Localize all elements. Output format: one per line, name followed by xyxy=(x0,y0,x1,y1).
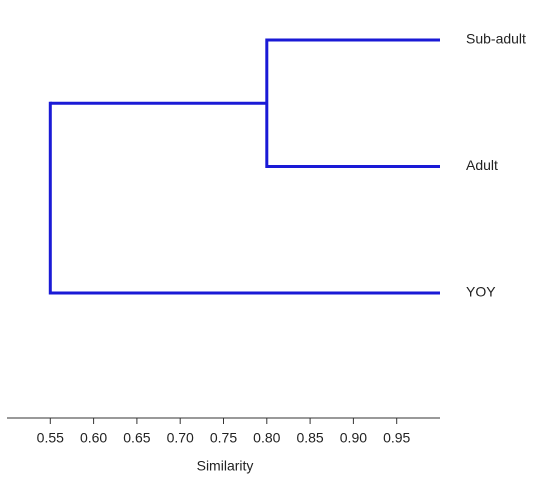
x-tick-label: 0.85 xyxy=(296,430,323,446)
x-tick-label: 0.80 xyxy=(253,430,280,446)
x-tick-label: 0.90 xyxy=(340,430,367,446)
x-axis-label: Similarity xyxy=(197,458,254,474)
x-tick-label: 0.60 xyxy=(80,430,107,446)
x-tick-label: 0.55 xyxy=(37,430,64,446)
x-tick-label: 0.95 xyxy=(383,430,410,446)
x-tick-label: 0.65 xyxy=(123,430,150,446)
x-tick-label: 0.75 xyxy=(210,430,237,446)
leaf-label: YOY xyxy=(466,284,496,300)
leaf-label: Adult xyxy=(466,157,498,173)
x-tick-label: 0.70 xyxy=(167,430,194,446)
leaf-label: Sub-adult xyxy=(466,31,526,47)
